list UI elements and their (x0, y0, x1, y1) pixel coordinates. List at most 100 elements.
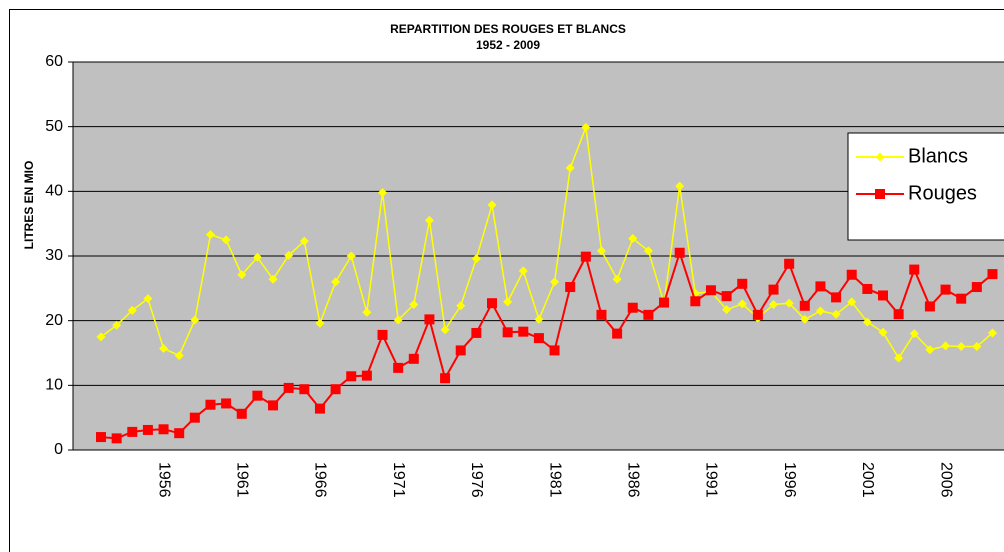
data-point (534, 314, 544, 324)
data-point (815, 306, 825, 316)
y-tick-label: 60 (45, 53, 63, 70)
y-tick-label: 30 (45, 247, 63, 264)
y-axis-label: LITRES EN MIO (22, 161, 36, 250)
data-point (643, 246, 653, 256)
data-point (471, 254, 481, 264)
x-tick-label: 1966 (312, 462, 329, 498)
data-point (909, 329, 919, 339)
data-point (956, 342, 966, 352)
data-point (111, 433, 122, 444)
x-tick-label: 1986 (625, 462, 642, 498)
data-point (142, 424, 153, 435)
x-tick-label: 1996 (781, 462, 798, 498)
data-point (565, 163, 575, 173)
data-point (627, 302, 638, 313)
x-tick-label: 1976 (468, 462, 485, 498)
data-point (799, 300, 810, 311)
data-point (815, 281, 826, 292)
data-point (346, 371, 357, 382)
data-point (158, 424, 169, 435)
data-point (612, 274, 622, 284)
legend-label: Rouges (908, 182, 977, 204)
data-point (456, 301, 466, 311)
data-point (768, 284, 779, 295)
data-point (487, 200, 497, 210)
data-point (549, 345, 560, 356)
data-point (112, 320, 122, 330)
data-point (237, 270, 247, 280)
data-point (502, 327, 513, 338)
data-point (314, 403, 325, 414)
legend-label: Blancs (908, 145, 968, 167)
data-point (971, 282, 982, 293)
data-point (236, 408, 247, 419)
data-point (518, 266, 528, 276)
data-point (221, 398, 232, 409)
data-point (596, 309, 607, 320)
data-point (283, 382, 294, 393)
data-point (893, 309, 904, 320)
data-point (862, 317, 872, 327)
data-point (643, 309, 654, 320)
data-point (659, 297, 670, 308)
data-point (503, 297, 513, 307)
data-point (956, 293, 967, 304)
data-point (143, 294, 153, 304)
data-point (471, 327, 482, 338)
data-point (674, 247, 685, 258)
data-point (189, 412, 200, 423)
data-point (846, 269, 857, 280)
data-point (331, 277, 341, 287)
data-point (533, 333, 544, 344)
data-point (440, 325, 450, 335)
x-tick-label: 2006 (937, 462, 954, 498)
data-point (174, 428, 185, 439)
data-point (752, 309, 763, 320)
data-point (737, 299, 747, 309)
data-point (831, 309, 841, 319)
y-tick-label: 50 (45, 118, 63, 135)
data-point (831, 292, 842, 303)
data-point (721, 291, 732, 302)
y-tick-label: 20 (45, 312, 63, 329)
data-point (847, 297, 857, 307)
data-point (862, 283, 873, 294)
chart-title: REPARTITION DES ROUGES ET BLANCS (390, 22, 626, 36)
data-point (675, 181, 685, 191)
data-point (987, 269, 998, 280)
data-point (924, 301, 935, 312)
data-point (408, 353, 419, 364)
data-point (424, 314, 435, 325)
x-tick-label: 1991 (703, 462, 720, 498)
data-point (987, 328, 997, 338)
legend-marker (875, 152, 885, 162)
data-point (550, 277, 560, 287)
data-point (221, 235, 231, 245)
data-point (190, 315, 200, 325)
data-point (612, 328, 623, 339)
data-point (284, 250, 294, 260)
series-line (100, 249, 994, 440)
data-point (96, 332, 106, 342)
data-point (722, 305, 732, 315)
data-point (174, 351, 184, 361)
x-tick-label: 1956 (155, 462, 172, 498)
y-tick-label: 0 (54, 441, 63, 458)
data-point (409, 300, 419, 309)
x-tick-label: 1971 (390, 462, 407, 498)
data-point (972, 342, 982, 352)
data-point (878, 290, 888, 301)
data-point (909, 264, 920, 275)
chart-subtitle: 1952 - 2009 (476, 38, 540, 52)
data-point (299, 384, 310, 395)
data-point (361, 370, 372, 381)
data-point (440, 373, 451, 384)
y-tick-label: 10 (45, 377, 63, 394)
data-point (268, 274, 278, 284)
data-point (299, 236, 309, 246)
data-point (940, 284, 951, 295)
legend-marker (875, 189, 885, 199)
data-point (127, 305, 137, 315)
data-point (784, 298, 794, 308)
